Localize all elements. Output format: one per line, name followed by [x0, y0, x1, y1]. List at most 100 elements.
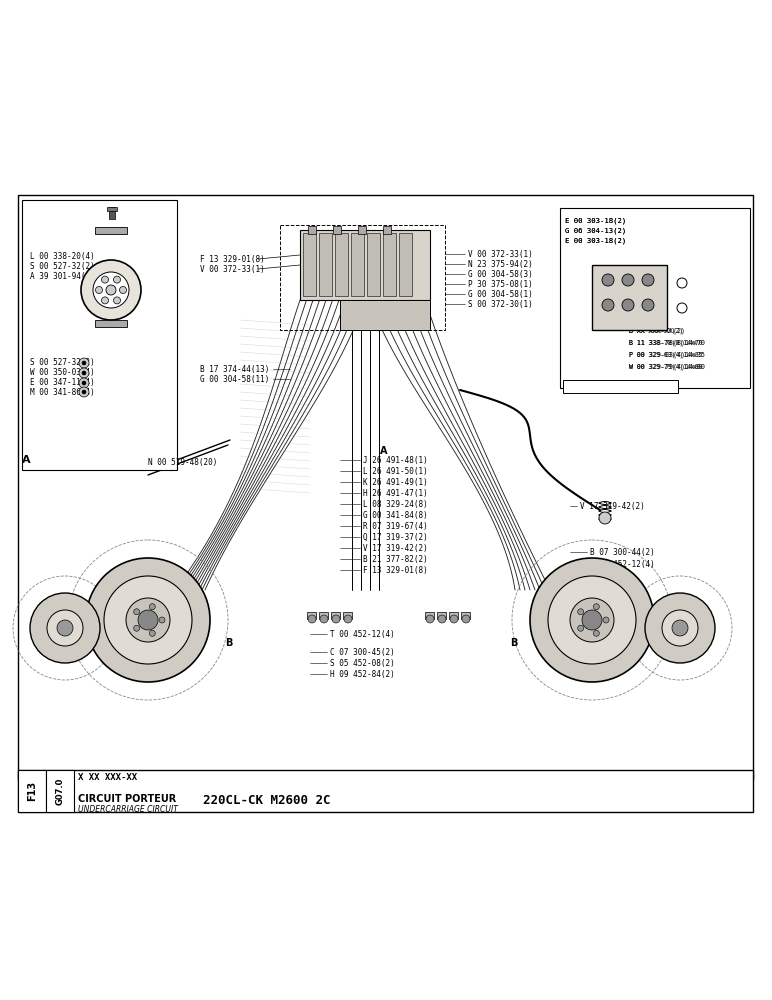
Bar — [308, 226, 316, 234]
Bar — [331, 612, 340, 619]
Circle shape — [134, 625, 140, 631]
Text: V 00 372-33(1): V 00 372-33(1) — [200, 265, 265, 274]
Circle shape — [104, 576, 192, 664]
Text: J 26 491-48(1): J 26 491-48(1) — [363, 456, 428, 465]
Text: E 00 303-18(2): E 00 303-18(2) — [565, 218, 626, 225]
Text: B XX XXX-XX(2): B XX XXX-XX(2) — [629, 328, 683, 334]
Bar — [319, 233, 332, 296]
Text: E 00 347-11(4): E 00 347-11(4) — [30, 378, 95, 387]
Text: T 00 452-12(4): T 00 452-12(4) — [590, 560, 655, 569]
Text: E 00 303-18(2): E 00 303-18(2) — [565, 238, 626, 244]
Text: V 17 319-42(2): V 17 319-42(2) — [580, 502, 645, 511]
Text: P 00 329-03(4)14x35: P 00 329-03(4)14x35 — [629, 352, 705, 359]
Text: G 00 304-58(1): G 00 304-58(1) — [468, 290, 533, 299]
Bar — [560, 208, 750, 388]
Bar — [383, 226, 391, 234]
Text: G 00 304-58(3): G 00 304-58(3) — [468, 270, 533, 279]
Text: 220CL-CK M2600 2C: 220CL-CK M2600 2C — [203, 794, 330, 807]
Circle shape — [138, 610, 158, 630]
Text: B 07 300-44(2): B 07 300-44(2) — [590, 548, 655, 557]
Text: F13: F13 — [27, 781, 37, 801]
Circle shape — [134, 609, 140, 615]
Bar — [107, 207, 117, 211]
Circle shape — [47, 610, 83, 646]
Text: E 00 303-18(2): E 00 303-18(2) — [565, 238, 626, 244]
Text: X XX XXX-XX: X XX XXX-XX — [78, 773, 137, 782]
Circle shape — [79, 368, 89, 378]
Bar — [22, 200, 177, 470]
Circle shape — [320, 615, 328, 623]
Text: L 00 338-20(4): L 00 338-20(4) — [30, 252, 95, 261]
Text: R 07 319-67(4): R 07 319-67(4) — [363, 522, 428, 531]
Text: S 00 372-30(1): S 00 372-30(1) — [468, 300, 533, 309]
Circle shape — [594, 604, 599, 610]
Text: F 13 329-01(8): F 13 329-01(8) — [200, 255, 265, 264]
Text: N 23 375-94(2): N 23 375-94(2) — [468, 260, 533, 269]
Text: B XX XXX-XX(2): B XX XXX-XX(2) — [629, 328, 685, 334]
Circle shape — [82, 371, 86, 375]
Circle shape — [577, 609, 584, 615]
Bar — [46, 770, 74, 812]
Circle shape — [159, 617, 165, 623]
Bar — [592, 265, 667, 330]
Circle shape — [57, 620, 73, 636]
Bar — [280, 225, 445, 330]
Circle shape — [308, 615, 316, 623]
Text: N 00 519-48(20): N 00 519-48(20) — [148, 458, 218, 467]
Text: UNDERCARRIAGE CIRCUIT: UNDERCARRIAGE CIRCUIT — [78, 805, 178, 814]
Circle shape — [332, 615, 340, 623]
Circle shape — [642, 299, 654, 311]
Text: N 20 377-89(2): N 20 377-89(2) — [565, 382, 630, 391]
Bar — [95, 227, 127, 234]
Circle shape — [79, 378, 89, 388]
Circle shape — [79, 387, 89, 397]
Text: Q 17 319-37(2): Q 17 319-37(2) — [363, 533, 428, 542]
Bar — [351, 233, 364, 296]
Text: B 11 338-78(8)14x70: B 11 338-78(8)14x70 — [629, 340, 705, 347]
Text: W 00 350-03(4): W 00 350-03(4) — [30, 368, 95, 377]
Circle shape — [645, 593, 715, 663]
Text: F 13 329-01(8): F 13 329-01(8) — [363, 566, 428, 575]
Bar — [18, 770, 46, 812]
Circle shape — [101, 276, 109, 283]
Circle shape — [438, 615, 446, 623]
Text: G07.0: G07.0 — [56, 777, 65, 805]
Bar — [335, 233, 348, 296]
Circle shape — [86, 558, 210, 682]
Circle shape — [642, 274, 654, 286]
Text: S 00 527-32(2): S 00 527-32(2) — [30, 358, 95, 367]
Bar — [358, 226, 366, 234]
Text: CIRCUIT PORTEUR: CIRCUIT PORTEUR — [78, 794, 176, 804]
Circle shape — [602, 274, 614, 286]
Text: W 00 329-79(4)14x80: W 00 329-79(4)14x80 — [629, 364, 705, 370]
Circle shape — [82, 361, 86, 365]
Text: G 06 304-13(2): G 06 304-13(2) — [565, 228, 626, 234]
Text: B: B — [510, 638, 517, 648]
Circle shape — [530, 558, 654, 682]
Text: A: A — [380, 446, 388, 456]
Text: K 26 491-49(1): K 26 491-49(1) — [363, 478, 428, 487]
Circle shape — [96, 286, 103, 294]
Text: B 17 374-44(13): B 17 374-44(13) — [200, 365, 269, 374]
Circle shape — [149, 604, 155, 610]
Text: L 26 491-50(1): L 26 491-50(1) — [363, 467, 428, 476]
Bar — [340, 300, 430, 330]
Bar — [399, 233, 412, 296]
Circle shape — [570, 598, 614, 642]
Text: S 05 452-08(2): S 05 452-08(2) — [330, 659, 394, 668]
Text: B 21 377-82(2): B 21 377-82(2) — [363, 555, 428, 564]
Text: C 07 300-45(2): C 07 300-45(2) — [330, 648, 394, 657]
Circle shape — [594, 630, 599, 636]
Circle shape — [462, 615, 470, 623]
Bar — [367, 233, 380, 296]
Circle shape — [662, 610, 698, 646]
Text: V 00 372-33(1): V 00 372-33(1) — [468, 250, 533, 259]
Circle shape — [582, 610, 602, 630]
Bar — [425, 612, 434, 619]
Circle shape — [126, 598, 170, 642]
Circle shape — [113, 297, 120, 304]
Circle shape — [548, 576, 636, 664]
Circle shape — [603, 617, 609, 623]
Circle shape — [677, 278, 687, 288]
Circle shape — [672, 620, 688, 636]
